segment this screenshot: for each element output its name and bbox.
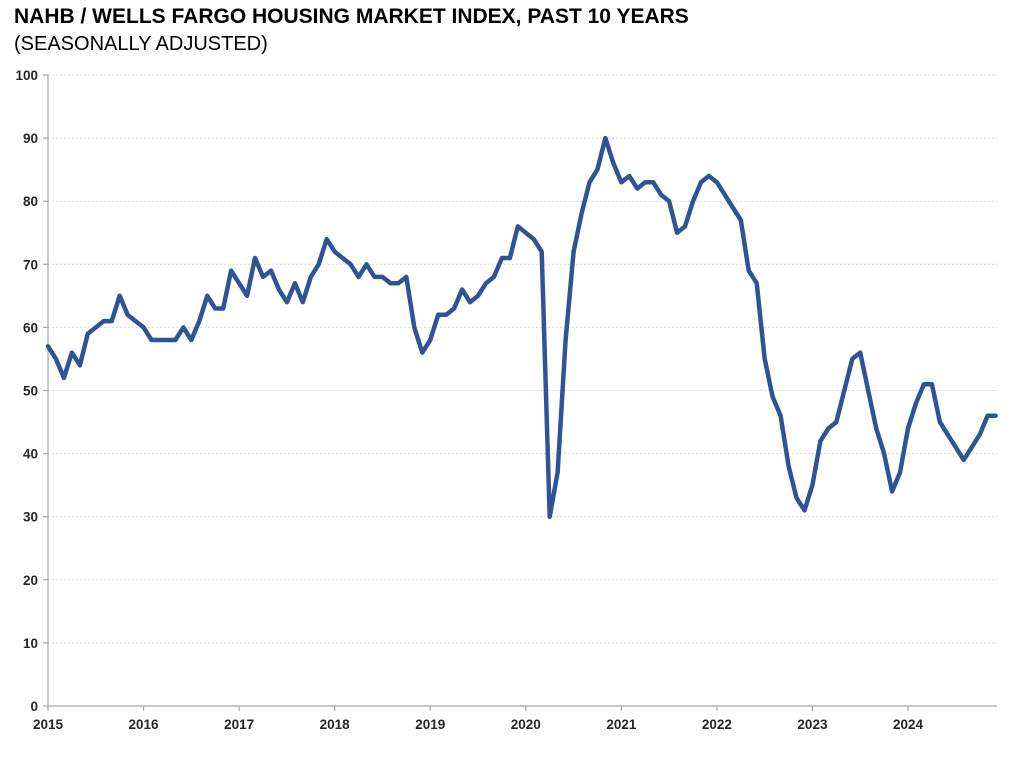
y-tick-label: 10 (23, 636, 38, 651)
x-tick-label: 2019 (415, 717, 445, 732)
y-tick-label: 20 (23, 573, 38, 588)
y-tick-label: 60 (23, 320, 38, 335)
x-tick-label: 2017 (224, 717, 254, 732)
x-tick-label: 2015 (33, 717, 64, 732)
x-tick-label: 2022 (702, 717, 732, 732)
x-tick-label: 2016 (129, 717, 160, 732)
y-tick-label: 50 (23, 384, 38, 399)
y-tick-label: 40 (23, 447, 38, 462)
y-tick-label: 70 (23, 257, 38, 272)
y-tick-label: 0 (30, 699, 38, 714)
x-tick-label: 2020 (511, 717, 541, 732)
x-tick-label: 2024 (893, 717, 924, 732)
x-tick-label: 2023 (797, 717, 828, 732)
y-tick-label: 80 (23, 194, 38, 209)
x-tick-label: 2021 (606, 717, 637, 732)
data-series-line (45, 135, 998, 519)
y-tick-label: 100 (15, 68, 38, 83)
y-tick-label: 90 (23, 131, 38, 146)
x-tick-label: 2018 (320, 717, 351, 732)
chart-subtitle: (SEASONALLY ADJUSTED) (14, 33, 268, 55)
y-tick-label: 30 (23, 510, 38, 525)
chart-title: NAHB / WELLS FARGO HOUSING MARKET INDEX,… (14, 5, 689, 28)
